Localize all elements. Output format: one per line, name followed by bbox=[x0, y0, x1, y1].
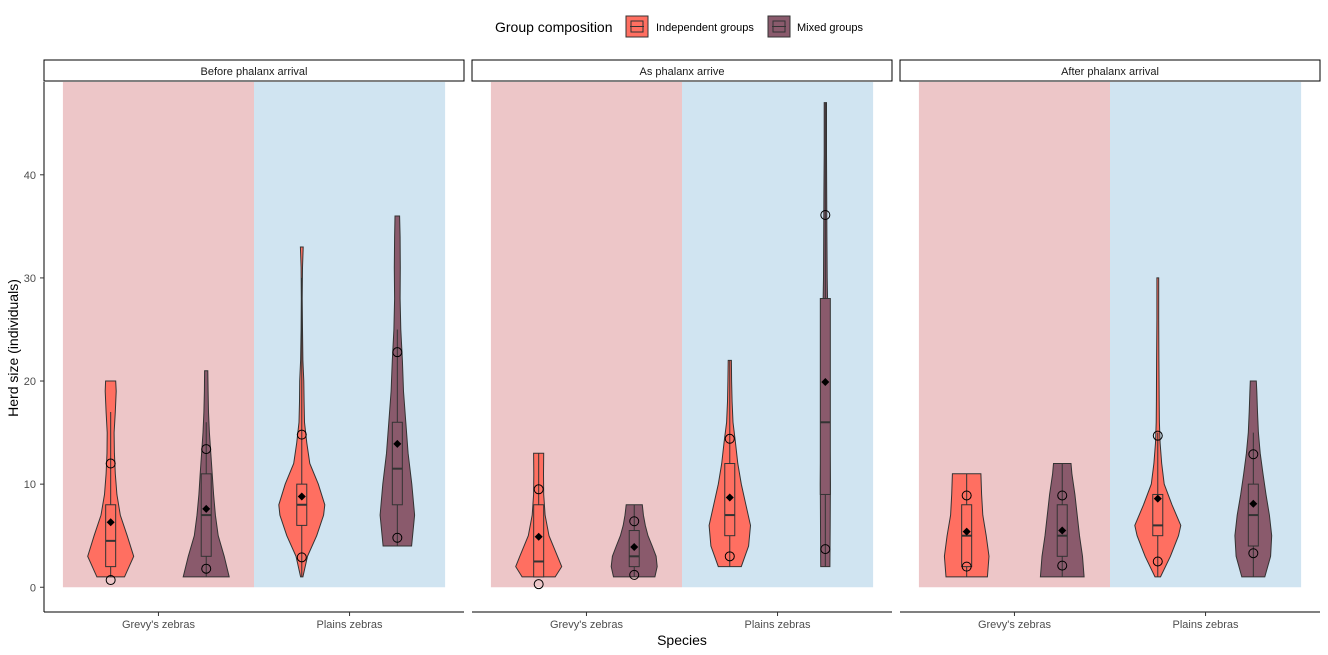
mean-point bbox=[534, 532, 543, 541]
mean-point bbox=[630, 543, 639, 552]
panel-3: After phalanx arrival Grevy's zebras Plain… bbox=[899, 59, 1321, 631]
sd-upper-point bbox=[533, 484, 544, 495]
species-background-grevys bbox=[490, 82, 682, 588]
sd-upper-point bbox=[629, 516, 640, 527]
mean-point bbox=[393, 439, 402, 448]
sd-lower-point bbox=[820, 544, 831, 555]
violin bbox=[1134, 277, 1182, 578]
violin-group bbox=[1134, 277, 1182, 578]
legend-key-independent bbox=[625, 15, 649, 38]
species-background-plains bbox=[1110, 82, 1302, 588]
box bbox=[819, 298, 831, 495]
panel-strip bbox=[471, 59, 893, 82]
violin-group bbox=[515, 452, 563, 590]
panel-2: As phalanx arrive Grevy's zebras Plains ze… bbox=[471, 59, 893, 631]
sd-lower-point bbox=[961, 561, 972, 572]
sd-upper-point bbox=[392, 347, 403, 358]
mean-point bbox=[1153, 494, 1162, 503]
legend-key-mixed bbox=[767, 15, 791, 38]
violin-group bbox=[1234, 380, 1273, 578]
sd-lower-point bbox=[1248, 548, 1259, 559]
panels: Before phalanx arrival Grevy's zebras Plai… bbox=[43, 59, 1321, 631]
legend: Group composition Independent groups Mix… bbox=[495, 15, 864, 38]
mean-point bbox=[821, 378, 830, 387]
violin-group bbox=[278, 246, 326, 578]
x-tick-label: Plains zebras bbox=[1173, 619, 1240, 631]
sd-lower-point bbox=[105, 575, 116, 586]
y-tick-label: 30 bbox=[24, 273, 36, 285]
y-tick-label: 10 bbox=[24, 479, 36, 491]
legend-label-independent: Independent groups bbox=[656, 22, 754, 34]
mean-point bbox=[1058, 526, 1067, 535]
legend-label-mixed: Mixed groups bbox=[797, 22, 864, 34]
legend-title: Group composition bbox=[495, 19, 613, 35]
x-axis-title: Species bbox=[657, 632, 707, 648]
box bbox=[391, 421, 403, 506]
mean-point bbox=[297, 492, 306, 501]
mean-point bbox=[106, 518, 115, 527]
box bbox=[105, 504, 117, 568]
sd-upper-point bbox=[1057, 490, 1068, 501]
violin-group bbox=[182, 370, 230, 578]
sd-lower-point bbox=[296, 552, 307, 563]
violin-group bbox=[379, 215, 416, 547]
sd-upper-point bbox=[296, 429, 307, 440]
mean-point bbox=[962, 527, 971, 536]
sd-upper-point bbox=[201, 444, 212, 455]
sd-upper-point bbox=[1152, 430, 1163, 441]
panel-strip-title: After phalanx arrival bbox=[1061, 66, 1159, 78]
violin-group bbox=[819, 102, 831, 568]
violin-group bbox=[943, 473, 990, 578]
mean-point bbox=[725, 493, 734, 502]
y-axis-title: Herd size (individuals) bbox=[5, 279, 21, 417]
sd-upper-point bbox=[1248, 449, 1259, 460]
x-tick-label: Plains zebras bbox=[317, 619, 384, 631]
sd-lower-point bbox=[201, 563, 212, 574]
violin-group bbox=[87, 380, 135, 586]
x-tick-label: Grevy's zebras bbox=[122, 619, 196, 631]
sd-lower-point bbox=[392, 532, 403, 543]
panel-strip bbox=[899, 59, 1321, 82]
sd-lower-point bbox=[1152, 556, 1163, 567]
sd-upper-point bbox=[820, 210, 831, 221]
mean-point bbox=[1249, 499, 1258, 508]
sd-upper-point bbox=[961, 490, 972, 501]
violin-group bbox=[1039, 463, 1085, 578]
y-tick-label: 0 bbox=[30, 582, 36, 594]
violin-group bbox=[708, 359, 752, 568]
mean-point bbox=[202, 504, 211, 513]
panel-1: Before phalanx arrival Grevy's zebras Plai… bbox=[43, 59, 465, 631]
panel-strip-title: As phalanx arrive bbox=[640, 66, 725, 78]
species-background-plains bbox=[682, 82, 874, 588]
sd-lower-point bbox=[533, 579, 544, 590]
sd-upper-point bbox=[105, 458, 116, 469]
sd-upper-point bbox=[724, 433, 735, 444]
x-tick-label: Plains zebras bbox=[745, 619, 812, 631]
species-background-grevys bbox=[918, 82, 1110, 588]
x-tick-label: Grevy's zebras bbox=[978, 619, 1052, 631]
species-background-grevys bbox=[62, 82, 255, 588]
y-axis: 0 10 20 30 40 bbox=[24, 82, 45, 612]
box bbox=[533, 504, 545, 578]
panel-strip-title: Before phalanx arrival bbox=[200, 66, 307, 78]
y-tick-label: 40 bbox=[24, 170, 36, 182]
violin-group bbox=[610, 504, 658, 580]
sd-lower-point bbox=[1057, 560, 1068, 571]
panel-strip bbox=[43, 59, 465, 82]
sd-lower-point bbox=[629, 569, 640, 580]
x-tick-label: Grevy's zebras bbox=[550, 619, 624, 631]
box bbox=[1152, 493, 1164, 537]
y-tick-label: 20 bbox=[24, 376, 36, 388]
sd-lower-point bbox=[724, 551, 735, 562]
